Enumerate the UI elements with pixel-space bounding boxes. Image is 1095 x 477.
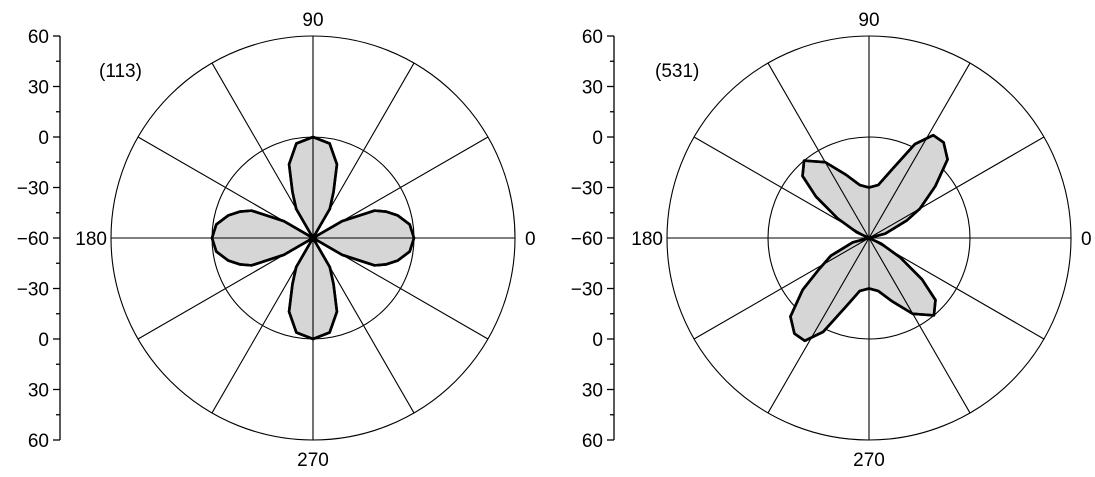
angle-label-270: 270 bbox=[853, 450, 885, 471]
chart-title: (113) bbox=[99, 61, 142, 82]
radial-tick-label: 30 bbox=[582, 381, 603, 402]
spoke-300 bbox=[868, 237, 971, 414]
angle-label-180: 180 bbox=[631, 229, 663, 250]
spoke-30 bbox=[868, 136, 1045, 239]
angle-label-90: 90 bbox=[302, 10, 323, 31]
angle-label-270: 270 bbox=[297, 450, 329, 471]
radial-tick-label: 0 bbox=[592, 330, 603, 351]
radial-tick-label: −30 bbox=[17, 280, 49, 301]
radial-tick-label: 60 bbox=[28, 431, 49, 452]
radial-tick-label: 0 bbox=[592, 128, 603, 149]
radial-tick-label: −30 bbox=[571, 179, 603, 200]
pattern-outline bbox=[789, 133, 949, 343]
radial-tick-label: 60 bbox=[582, 27, 603, 48]
angle-label-90: 90 bbox=[858, 10, 879, 31]
radial-tick-label: 0 bbox=[38, 330, 49, 351]
radial-tick-label: −30 bbox=[17, 179, 49, 200]
radial-tick-label: 30 bbox=[28, 381, 49, 402]
spoke-240 bbox=[767, 237, 870, 414]
angle-label-0: 0 bbox=[525, 229, 536, 250]
chart-title: (531) bbox=[655, 61, 699, 82]
radial-tick-label: −30 bbox=[571, 280, 603, 301]
radial-tick-label: 30 bbox=[28, 78, 49, 99]
spoke-120 bbox=[767, 62, 870, 239]
spoke-60 bbox=[868, 62, 971, 239]
radial-tick-label: 60 bbox=[582, 431, 603, 452]
angle-label-0: 0 bbox=[1081, 229, 1092, 250]
radial-tick-label: 30 bbox=[582, 78, 603, 99]
radial-tick-label: −60 bbox=[571, 229, 603, 250]
polar-chart-531: 0 90 180 270 (531) 60 30 0 −30 −60 −30 0 30 60 bbox=[571, 10, 1092, 471]
angle-label-180: 180 bbox=[75, 229, 107, 250]
polar-chart-113: 0 90 180 270 (113) 60 30 0 −30 −60 −30 0 30 60 bbox=[17, 10, 536, 471]
pattern-outline bbox=[210, 135, 416, 341]
radial-tick-label: 0 bbox=[38, 128, 49, 149]
radial-tick-label: 60 bbox=[28, 27, 49, 48]
spoke-210 bbox=[693, 237, 870, 340]
radial-tick-label: −60 bbox=[17, 229, 49, 250]
